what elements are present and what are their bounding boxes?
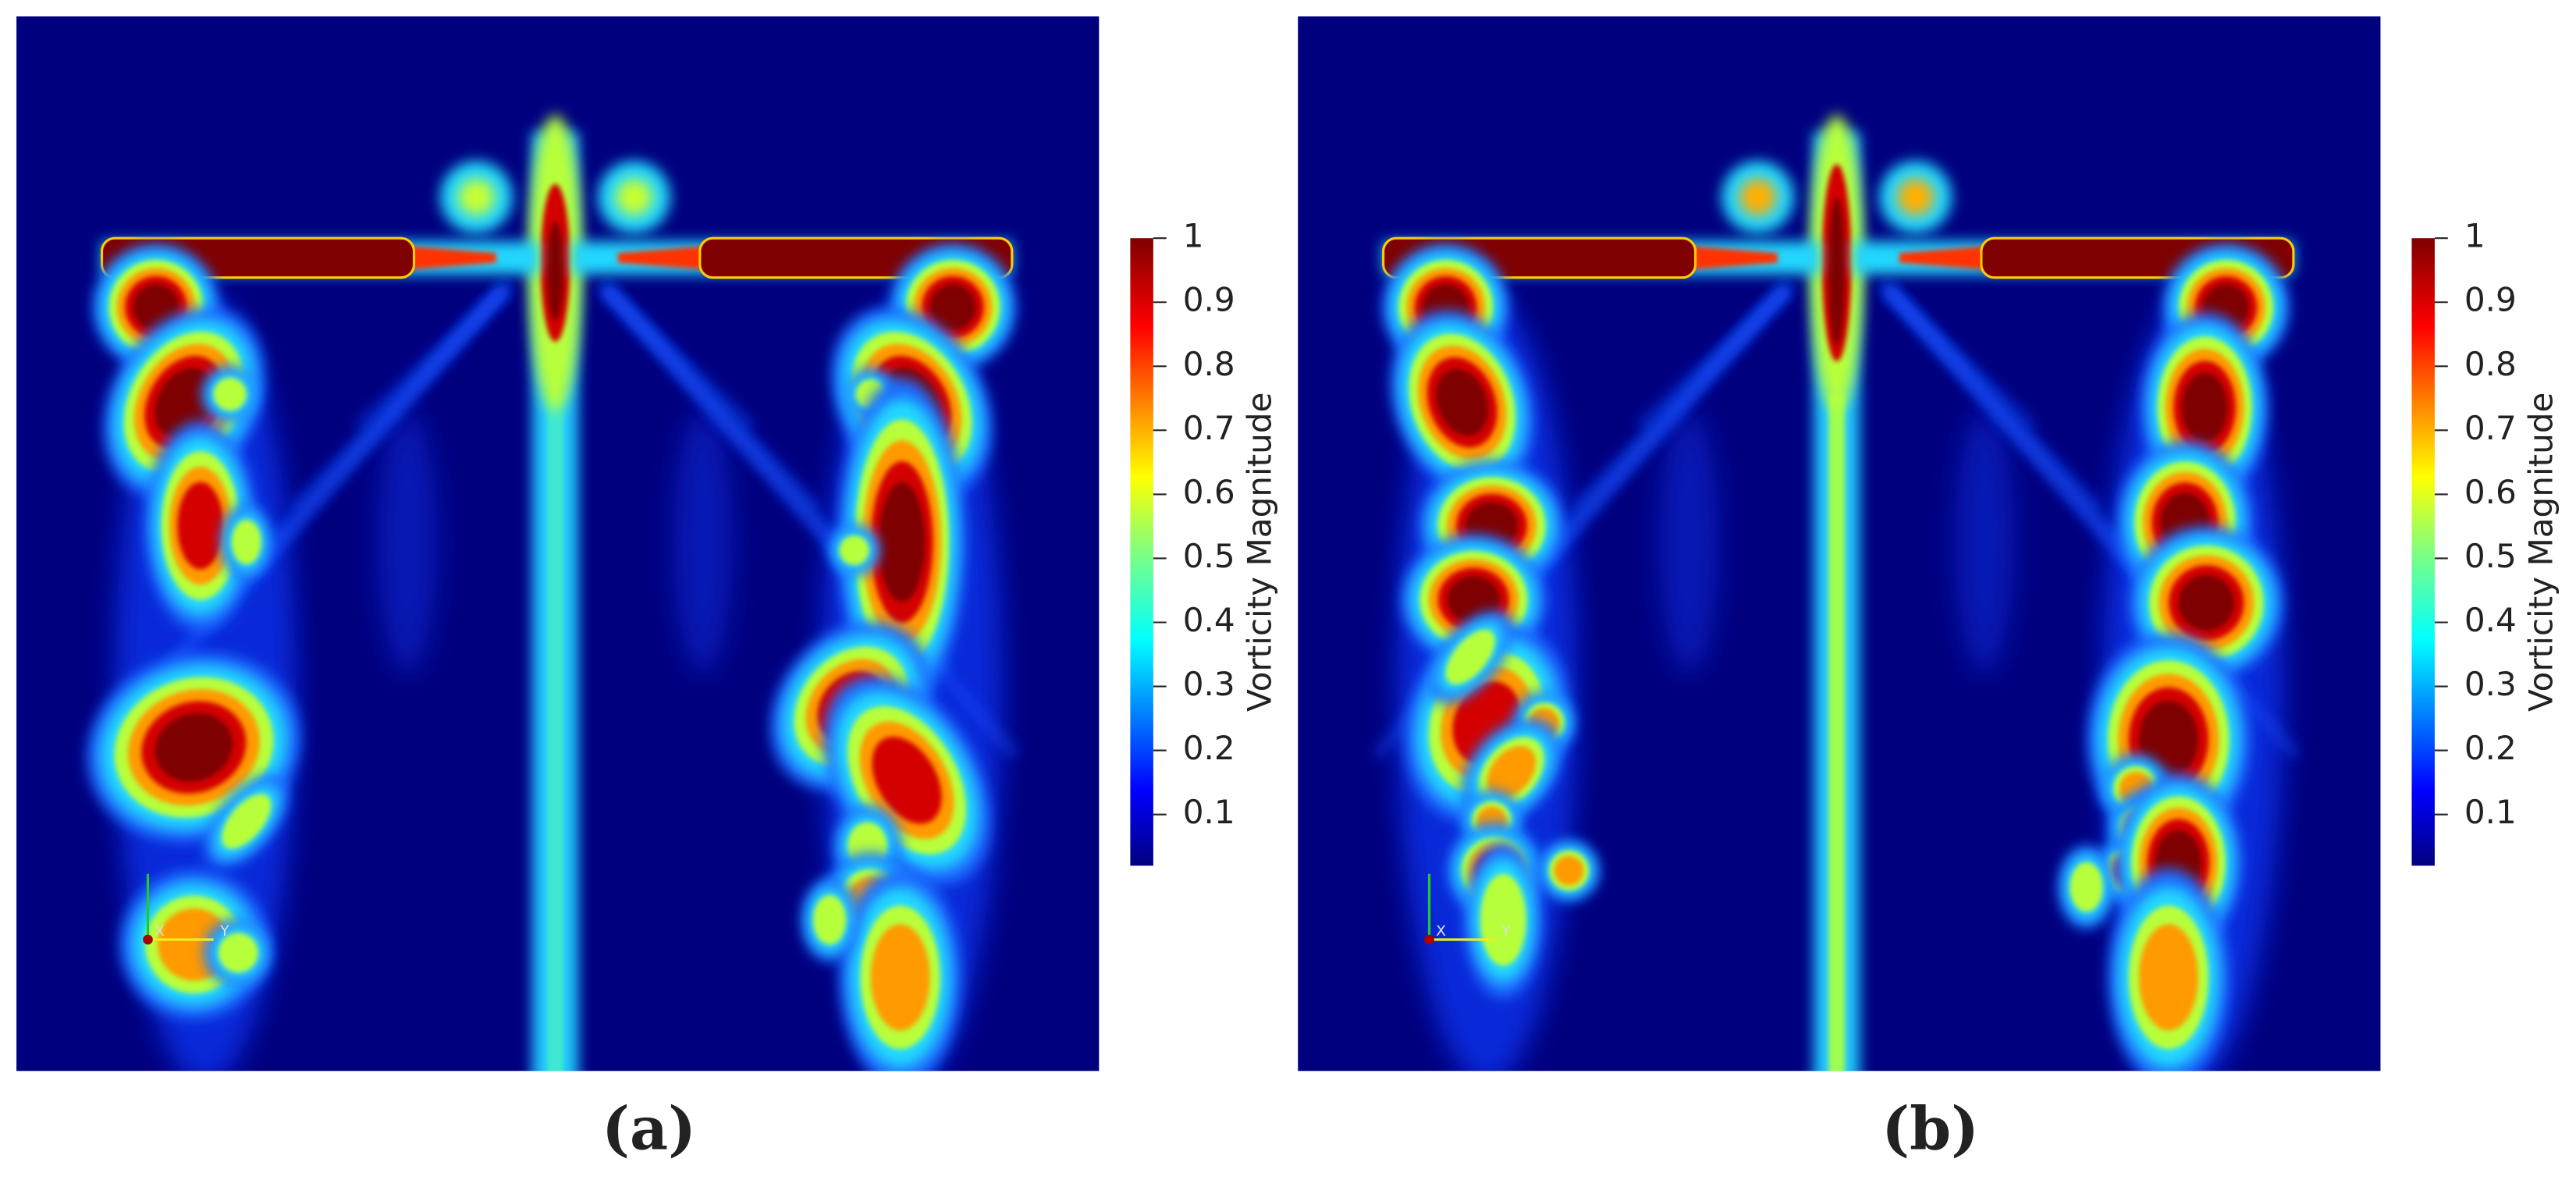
vortex <box>218 933 258 973</box>
vorticity-field <box>1298 16 2381 1071</box>
vortex <box>2070 862 2103 912</box>
vortex <box>1480 873 1526 966</box>
top-blob <box>458 179 495 215</box>
colorbar-tick-label: 0.7 <box>1183 409 1235 447</box>
top-blob <box>1739 179 1776 215</box>
field-structures <box>1373 115 2301 1071</box>
vortex <box>870 924 930 1031</box>
stem-core <box>547 394 564 1071</box>
vortex <box>222 794 272 849</box>
colorbar-tick-label: 0.9 <box>1183 281 1235 319</box>
wake <box>673 410 733 674</box>
vortex <box>1487 746 1536 798</box>
vortex <box>2181 372 2228 442</box>
vortex <box>879 482 926 602</box>
colorbar-tick-label: 0.9 <box>2464 281 2517 319</box>
triad-origin <box>1424 934 1434 945</box>
colorbar-tick-label: 1 <box>1183 217 1204 255</box>
colorbar-label: Vorticity Magnitude <box>2521 393 2560 712</box>
vortex <box>929 284 976 331</box>
vortex <box>155 368 214 437</box>
wake <box>1955 410 2015 674</box>
colorbar-tick-label: 0.3 <box>1183 665 1235 703</box>
colorbar <box>1130 238 1153 866</box>
colorbar-tick-label: 0.2 <box>2464 729 2517 767</box>
triad-label: X <box>1436 922 1446 940</box>
field-structures <box>87 115 1018 1071</box>
vortex <box>133 284 179 331</box>
panel-caption: (b) <box>1881 1093 1979 1163</box>
vortex <box>231 520 261 565</box>
vortex <box>872 737 942 824</box>
vortex <box>213 378 247 411</box>
colorbar-tick-label: 0.2 <box>1183 729 1235 767</box>
vortex <box>2178 574 2235 631</box>
top-blob <box>1897 179 1934 215</box>
vortex <box>1447 575 1501 624</box>
vortex <box>2139 700 2198 778</box>
stem-core <box>1828 197 1846 346</box>
colorbar-tick-label: 0.8 <box>2464 345 2517 383</box>
vortex <box>839 535 869 566</box>
colorbar-tick-label: 0.6 <box>1183 473 1235 511</box>
colorbar-tick-label: 0.6 <box>2464 473 2517 511</box>
colorbar-tick-label: 0.1 <box>2464 793 2517 831</box>
colorbar-tick-label: 0.8 <box>1183 345 1235 383</box>
vortex <box>1445 629 1495 684</box>
colorbar-tick-label: 1 <box>2464 217 2485 255</box>
colorbar <box>2411 238 2435 866</box>
wake <box>378 410 437 674</box>
vortex <box>177 482 224 570</box>
vortex <box>155 713 233 782</box>
stem-core <box>1828 394 1846 1071</box>
colorbar-tick-label: 0.4 <box>1183 601 1235 639</box>
panel-caption: (a) <box>602 1093 696 1163</box>
vorticity-field <box>16 16 1100 1071</box>
colorbar-tick-label: 0.7 <box>2464 409 2517 447</box>
vortex <box>1436 368 1488 436</box>
colorbar-tick-label: 0.5 <box>2464 537 2517 575</box>
wake <box>1659 410 1719 674</box>
vortex <box>813 895 847 945</box>
triad-label: Y <box>219 922 229 940</box>
colorbar-label: Vorticity Magnitude <box>1240 393 1278 712</box>
vortex <box>2139 924 2198 1031</box>
colorbar-tick-label: 0.3 <box>2464 665 2517 703</box>
streak <box>601 284 1018 759</box>
colorbar-tick-label: 0.1 <box>1183 793 1235 831</box>
colorbar-tick-label: 0.4 <box>2464 601 2517 639</box>
triad-origin <box>143 934 153 945</box>
vortex <box>1554 855 1584 886</box>
triad-label: Y <box>1501 922 1511 940</box>
colorbar-tick-label: 0.5 <box>1183 537 1235 575</box>
stem-core <box>547 222 564 321</box>
triad-label: X <box>155 922 165 940</box>
top-blob <box>616 179 652 215</box>
